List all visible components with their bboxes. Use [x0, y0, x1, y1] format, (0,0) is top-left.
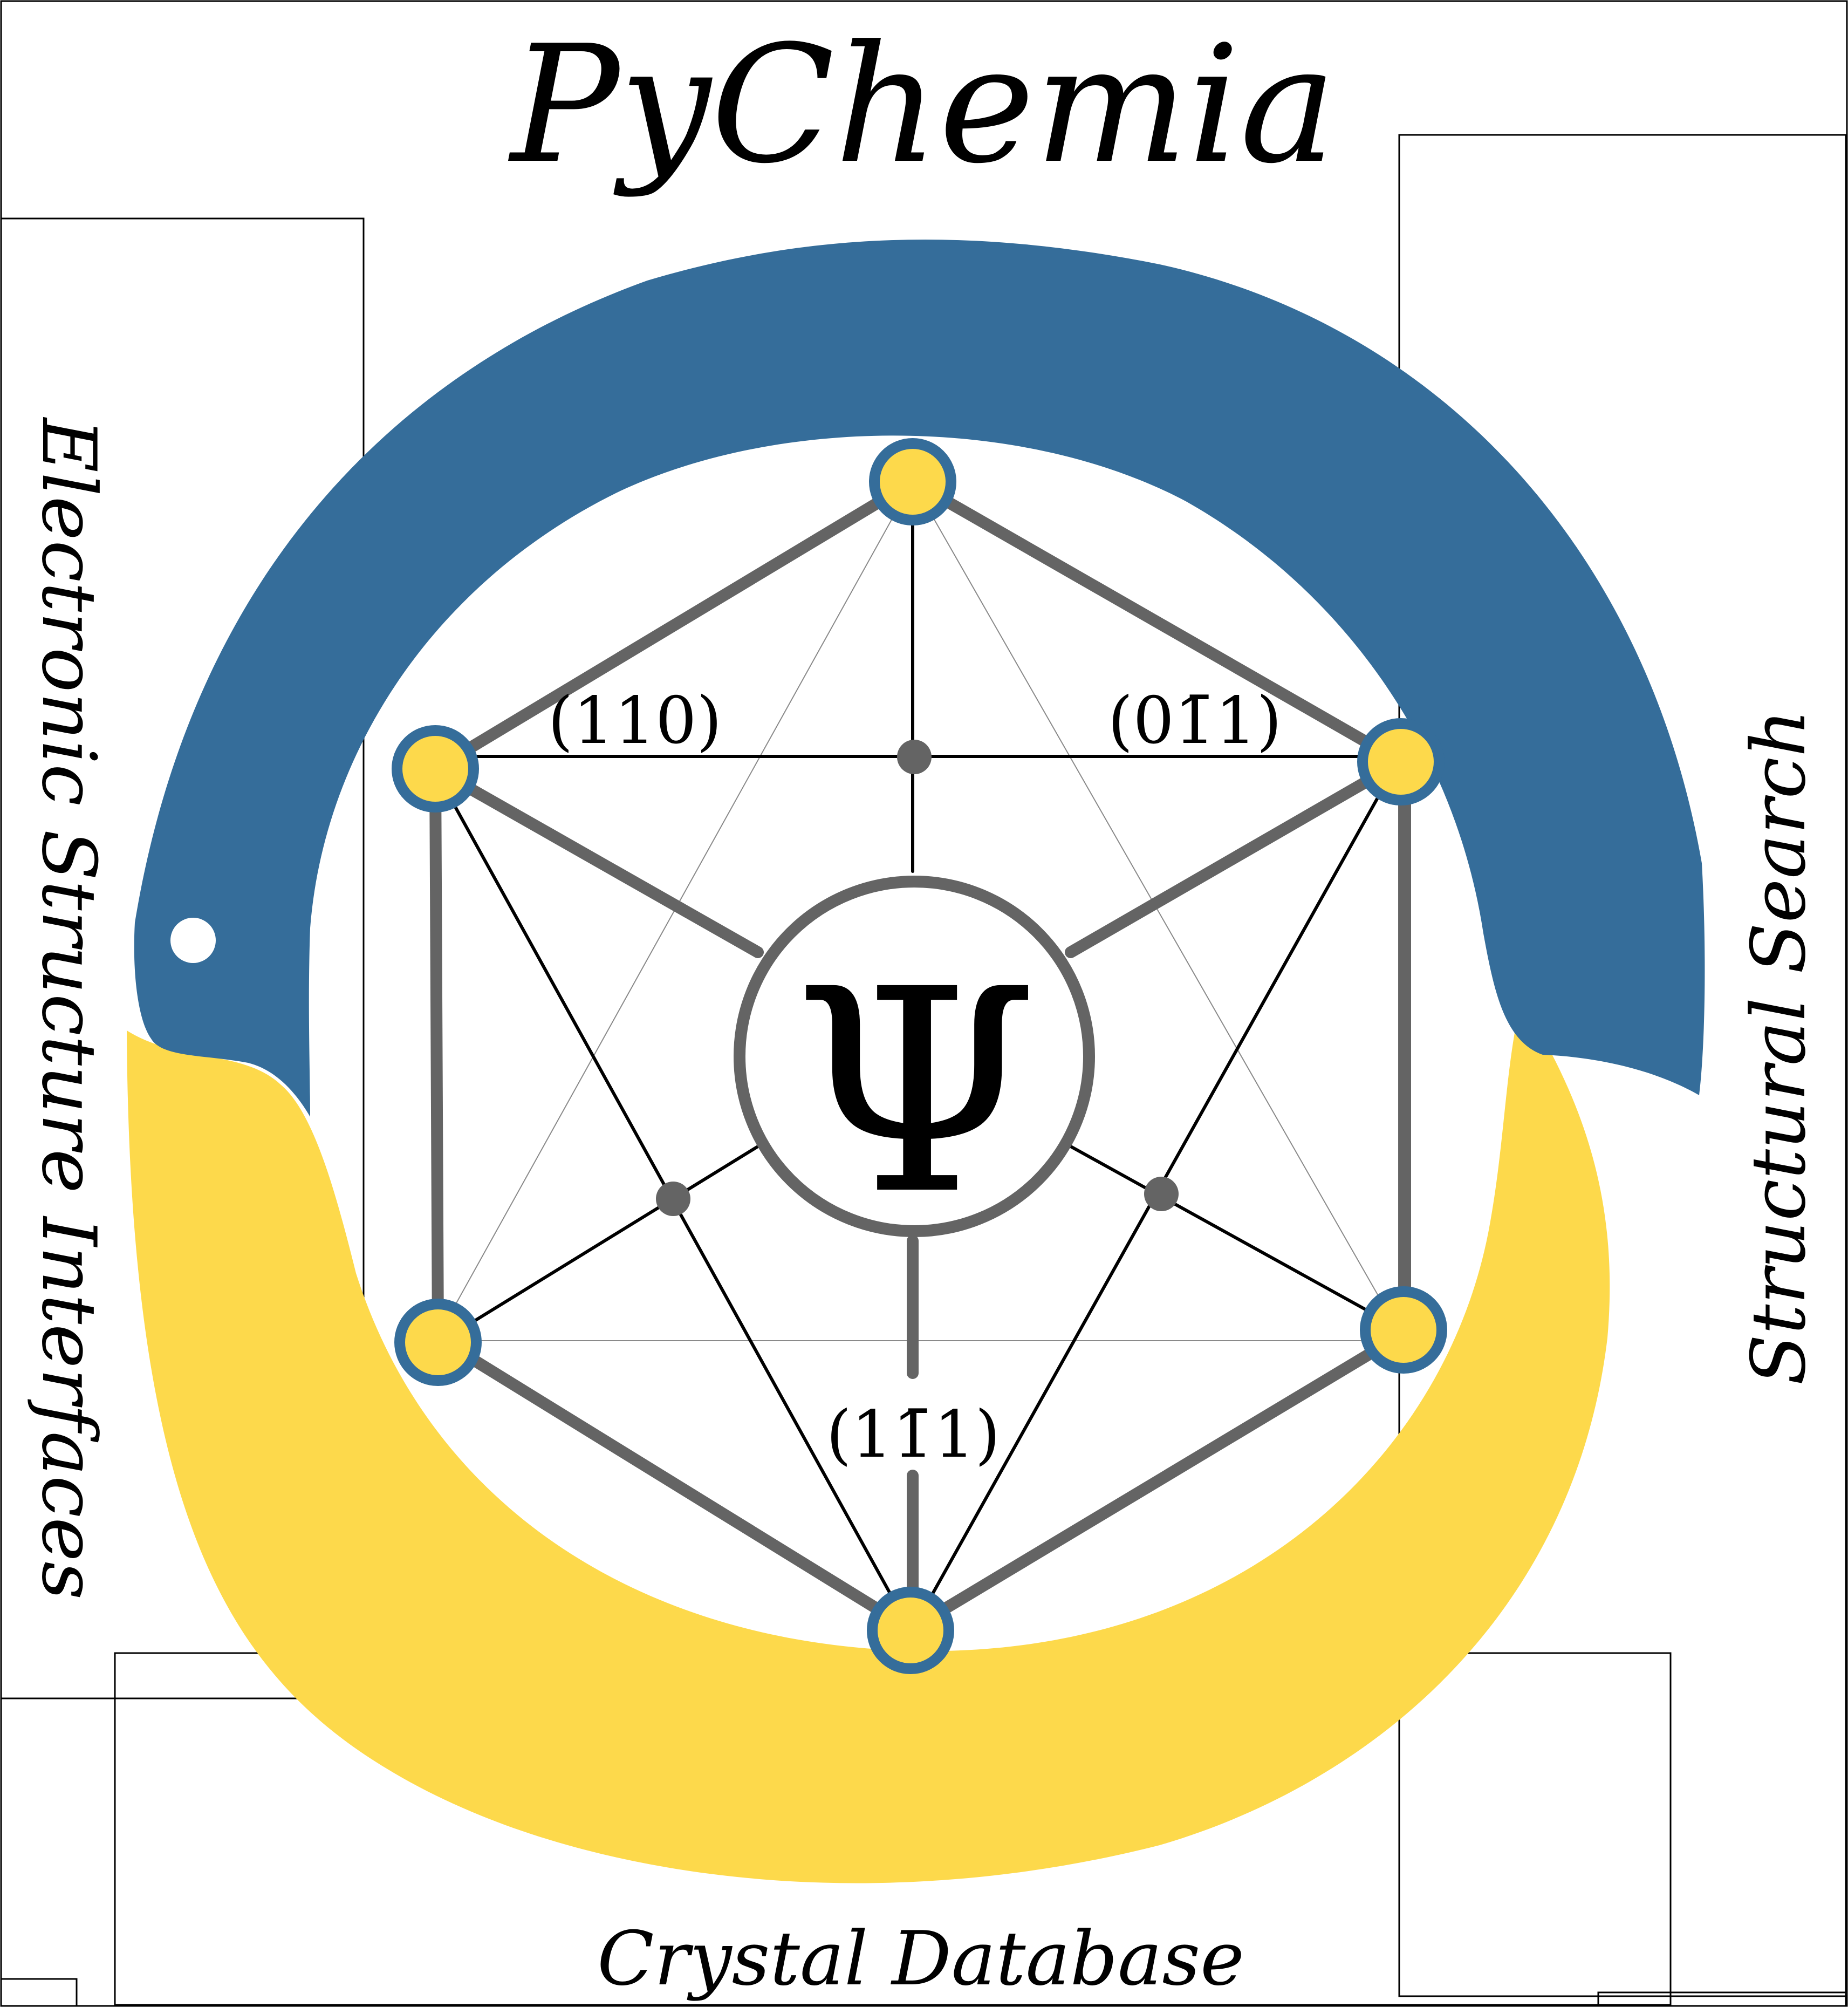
psi-symbol: Ψ — [793, 929, 1039, 1256]
blue-swoosh — [134, 240, 1705, 1117]
hexagon-edge — [907, 476, 1407, 768]
hexagon-edge — [432, 1332, 916, 1635]
hexagon-edge — [429, 476, 919, 775]
atom-node-lower-left — [394, 1299, 482, 1386]
atom-nodes — [392, 438, 1447, 1674]
label-electronic-structure-interfaces: Electronic Structure Interfaces — [25, 417, 112, 1600]
label-crystal-database: Crystal Database — [597, 1915, 1244, 2002]
spoke — [429, 763, 764, 958]
junction-dots — [656, 740, 1179, 1216]
label-structural-search: Structural Search — [1735, 709, 1822, 1385]
miller-index-01-1: (01̄1) — [1108, 684, 1282, 759]
junction-dot — [1144, 1177, 1179, 1211]
miller-index-1-11: (11̄1) — [826, 1397, 1001, 1472]
guide-box-corner-right — [1597, 1991, 1847, 2007]
logo-title: PyChemia — [508, 11, 1337, 199]
guide-box-left — [0, 217, 365, 1699]
guide-box-corner-left — [0, 1978, 78, 2007]
miller-index-110: (110) — [548, 684, 722, 759]
atom-node-top — [869, 438, 956, 525]
psi-circle — [734, 876, 1095, 1237]
triangle-guide-line — [912, 481, 1403, 1339]
gray-frame-edges — [429, 476, 1411, 1635]
inner-line — [1069, 1145, 1404, 1332]
blue-swoosh-eye — [170, 918, 216, 963]
junction-dot — [897, 740, 932, 774]
inner-line — [441, 1145, 759, 1342]
spoke — [1065, 756, 1407, 958]
atom-node-upper-right — [1357, 718, 1445, 805]
junction-dot — [656, 1182, 690, 1216]
atom-node-lower-right — [1360, 1286, 1447, 1374]
atom-node-bottom — [867, 1587, 954, 1674]
yellow-swoosh-eye — [1617, 1141, 1662, 1186]
hexagon-edge — [429, 763, 444, 1344]
atom-node-upper-left — [392, 725, 479, 813]
hexagon-edge — [905, 1327, 1411, 1635]
yellow-swoosh — [127, 1001, 1610, 1883]
